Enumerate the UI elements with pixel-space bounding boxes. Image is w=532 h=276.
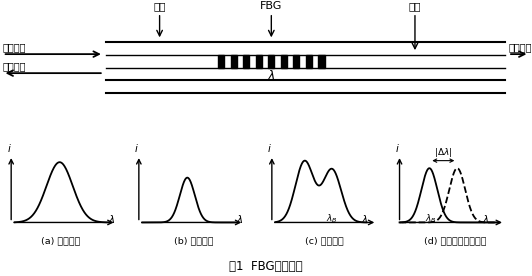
Bar bbox=[281, 55, 287, 68]
Text: 包层: 包层 bbox=[153, 1, 166, 11]
Bar bbox=[243, 55, 250, 68]
Text: (a) 入射光谱: (a) 入射光谱 bbox=[41, 236, 81, 245]
Bar bbox=[218, 55, 225, 68]
Text: 图1  FBG传感原理: 图1 FBG传感原理 bbox=[229, 260, 303, 273]
Text: $\lambda_B$: $\lambda_B$ bbox=[326, 212, 337, 225]
Bar bbox=[306, 55, 312, 68]
Text: $\mathit{\lambda}$: $\mathit{\lambda}$ bbox=[267, 70, 276, 83]
Text: 纤芯: 纤芯 bbox=[409, 1, 421, 11]
Text: i: i bbox=[268, 144, 271, 154]
Bar bbox=[231, 55, 237, 68]
Bar bbox=[256, 55, 262, 68]
Text: i: i bbox=[135, 144, 138, 154]
Bar bbox=[293, 55, 300, 68]
Text: (c) 透射光谱: (c) 透射光谱 bbox=[305, 236, 344, 245]
Text: $\lambda$: $\lambda$ bbox=[236, 213, 243, 225]
Text: $\lambda_B$: $\lambda_B$ bbox=[425, 212, 437, 225]
Text: 入射光谱: 入射光谱 bbox=[3, 42, 26, 52]
Text: (d) 反射光谱波长移动: (d) 反射光谱波长移动 bbox=[423, 236, 486, 245]
Text: FBG: FBG bbox=[260, 1, 282, 11]
Text: $\lambda$: $\lambda$ bbox=[483, 213, 490, 225]
Text: i: i bbox=[396, 144, 398, 154]
Text: i: i bbox=[7, 144, 10, 154]
Text: (b) 反射光谱: (b) 反射光谱 bbox=[174, 236, 214, 245]
Text: $\lambda$: $\lambda$ bbox=[361, 213, 368, 225]
Text: 透射光谱: 透射光谱 bbox=[509, 42, 532, 52]
Text: $\lambda$: $\lambda$ bbox=[108, 213, 115, 225]
Text: 反射光谱: 反射光谱 bbox=[3, 62, 26, 71]
Bar bbox=[268, 55, 275, 68]
Bar bbox=[318, 55, 325, 68]
Text: $|\Delta\lambda|$: $|\Delta\lambda|$ bbox=[434, 146, 453, 159]
